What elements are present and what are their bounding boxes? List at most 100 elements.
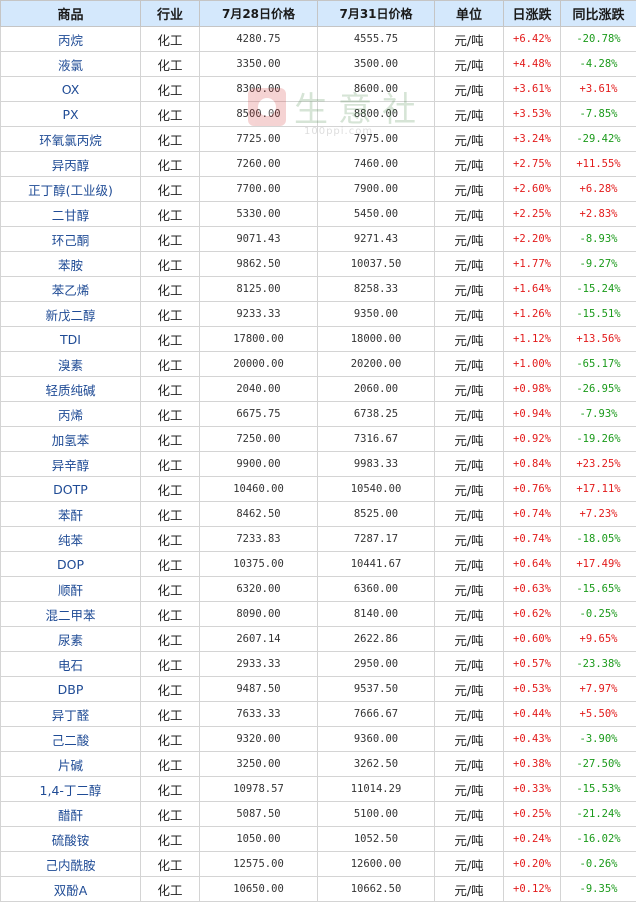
commodity-name[interactable]: 苯胺 xyxy=(0,251,141,277)
day-change-cell: +0.43% xyxy=(503,726,561,752)
commodity-name[interactable]: 新戊二醇 xyxy=(0,301,141,327)
table-row: 新戊二醇 化工 9233.33 9350.00 元/吨 +1.26% -15.51% xyxy=(0,301,636,327)
commodity-name[interactable]: DOP xyxy=(0,551,141,577)
yoy-change-cell: -65.17% xyxy=(560,351,636,377)
day-change-cell: +1.00% xyxy=(503,351,561,377)
commodity-name[interactable]: 轻质纯碱 xyxy=(0,376,141,402)
yoy-change-cell: -7.93% xyxy=(560,401,636,427)
industry-cell: 化工 xyxy=(140,276,200,302)
commodity-name[interactable]: 环己酮 xyxy=(0,226,141,252)
industry-cell: 化工 xyxy=(140,851,200,877)
day-change-cell: +0.38% xyxy=(503,751,561,777)
commodity-name[interactable]: 溴素 xyxy=(0,351,141,377)
price-0731-cell: 9537.50 xyxy=(317,676,435,702)
commodity-name[interactable]: 环氧氯丙烷 xyxy=(0,126,141,152)
industry-cell: 化工 xyxy=(140,26,200,52)
price-0728-cell: 4280.75 xyxy=(199,26,318,52)
price-0731-cell: 20200.00 xyxy=(317,351,435,377)
day-change-cell: +0.98% xyxy=(503,376,561,402)
price-0728-cell: 10375.00 xyxy=(199,551,318,577)
table-row: 尿素 化工 2607.14 2622.86 元/吨 +0.60% +9.65% xyxy=(0,626,636,652)
header-industry: 行业 xyxy=(140,0,200,27)
commodity-name[interactable]: 苯酐 xyxy=(0,501,141,527)
price-0731-cell: 3500.00 xyxy=(317,51,435,77)
price-0731-cell: 8258.33 xyxy=(317,276,435,302)
commodity-name[interactable]: 异丙醇 xyxy=(0,151,141,177)
price-0728-cell: 9233.33 xyxy=(199,301,318,327)
price-0731-cell: 5450.00 xyxy=(317,201,435,227)
day-change-cell: +0.33% xyxy=(503,776,561,802)
commodity-name[interactable]: 醋酐 xyxy=(0,801,141,827)
commodity-name[interactable]: 双酚A xyxy=(0,876,141,902)
table-row: 己二酸 化工 9320.00 9360.00 元/吨 +0.43% -3.90% xyxy=(0,726,636,752)
unit-cell: 元/吨 xyxy=(434,626,504,652)
commodity-name[interactable]: 正丁醇(工业级) xyxy=(0,176,141,202)
day-change-cell: +0.20% xyxy=(503,851,561,877)
yoy-change-cell: -15.51% xyxy=(560,301,636,327)
table-row: 液氯 化工 3350.00 3500.00 元/吨 +4.48% -4.28% xyxy=(0,51,636,77)
industry-cell: 化工 xyxy=(140,551,200,577)
price-0728-cell: 9900.00 xyxy=(199,451,318,477)
unit-cell: 元/吨 xyxy=(434,476,504,502)
industry-cell: 化工 xyxy=(140,701,200,727)
yoy-change-cell: -23.38% xyxy=(560,651,636,677)
price-0728-cell: 10460.00 xyxy=(199,476,318,502)
commodity-name[interactable]: 己内酰胺 xyxy=(0,851,141,877)
day-change-cell: +2.75% xyxy=(503,151,561,177)
commodity-name[interactable]: DOTP xyxy=(0,476,141,502)
table-row: 纯苯 化工 7233.83 7287.17 元/吨 +0.74% -18.05% xyxy=(0,526,636,552)
yoy-change-cell: +17.49% xyxy=(560,551,636,577)
day-change-cell: +2.25% xyxy=(503,201,561,227)
yoy-change-cell: -21.24% xyxy=(560,801,636,827)
yoy-change-cell: +7.23% xyxy=(560,501,636,527)
commodity-name[interactable]: 尿素 xyxy=(0,626,141,652)
commodity-name[interactable]: 电石 xyxy=(0,651,141,677)
commodity-name[interactable]: 片碱 xyxy=(0,751,141,777)
table-row: 丙烷 化工 4280.75 4555.75 元/吨 +6.42% -20.78% xyxy=(0,26,636,52)
commodity-name[interactable]: 己二酸 xyxy=(0,726,141,752)
commodity-name[interactable]: 顺酐 xyxy=(0,576,141,602)
table-row: 异丁醛 化工 7633.33 7666.67 元/吨 +0.44% +5.50% xyxy=(0,701,636,727)
table-row: 电石 化工 2933.33 2950.00 元/吨 +0.57% -23.38% xyxy=(0,651,636,677)
unit-cell: 元/吨 xyxy=(434,851,504,877)
yoy-change-cell: -19.26% xyxy=(560,426,636,452)
price-0731-cell: 10662.50 xyxy=(317,876,435,902)
header-unit: 单位 xyxy=(434,0,504,27)
price-0728-cell: 12575.00 xyxy=(199,851,318,877)
day-change-cell: +6.42% xyxy=(503,26,561,52)
price-0731-cell: 7975.00 xyxy=(317,126,435,152)
day-change-cell: +1.12% xyxy=(503,326,561,352)
price-0731-cell: 18000.00 xyxy=(317,326,435,352)
commodity-name[interactable]: 1,4-丁二醇 xyxy=(0,776,141,802)
commodity-name[interactable]: TDI xyxy=(0,326,141,352)
commodity-name[interactable]: PX xyxy=(0,101,141,127)
commodity-name[interactable]: 液氯 xyxy=(0,51,141,77)
commodity-name[interactable]: 丙烯 xyxy=(0,401,141,427)
unit-cell: 元/吨 xyxy=(434,876,504,902)
price-0728-cell: 9487.50 xyxy=(199,676,318,702)
table-row: 二甘醇 化工 5330.00 5450.00 元/吨 +2.25% +2.83% xyxy=(0,201,636,227)
table-row: 硫酸铵 化工 1050.00 1052.50 元/吨 +0.24% -16.02% xyxy=(0,826,636,852)
commodity-name[interactable]: 二甘醇 xyxy=(0,201,141,227)
commodity-name[interactable]: 加氢苯 xyxy=(0,426,141,452)
yoy-change-cell: -15.24% xyxy=(560,276,636,302)
day-change-cell: +4.48% xyxy=(503,51,561,77)
commodity-name[interactable]: 苯乙烯 xyxy=(0,276,141,302)
table-row: 苯酐 化工 8462.50 8525.00 元/吨 +0.74% +7.23% xyxy=(0,501,636,527)
day-change-cell: +3.53% xyxy=(503,101,561,127)
commodity-name[interactable]: 异辛醇 xyxy=(0,451,141,477)
price-0731-cell: 9350.00 xyxy=(317,301,435,327)
day-change-cell: +0.53% xyxy=(503,676,561,702)
yoy-change-cell: +11.55% xyxy=(560,151,636,177)
day-change-cell: +0.92% xyxy=(503,426,561,452)
price-0728-cell: 7700.00 xyxy=(199,176,318,202)
yoy-change-cell: +3.61% xyxy=(560,76,636,102)
commodity-name[interactable]: OX xyxy=(0,76,141,102)
commodity-name[interactable]: 硫酸铵 xyxy=(0,826,141,852)
commodity-name[interactable]: 混二甲苯 xyxy=(0,601,141,627)
commodity-name[interactable]: 丙烷 xyxy=(0,26,141,52)
commodity-name[interactable]: 异丁醛 xyxy=(0,701,141,727)
commodity-name[interactable]: 纯苯 xyxy=(0,526,141,552)
price-0728-cell: 20000.00 xyxy=(199,351,318,377)
commodity-name[interactable]: DBP xyxy=(0,676,141,702)
